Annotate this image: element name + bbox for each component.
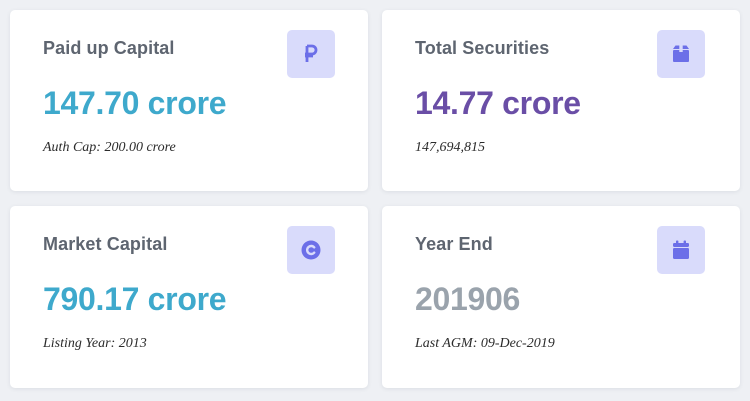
copyright-icon bbox=[287, 226, 335, 274]
card-subtext: Last AGM: 09-Dec-2019 bbox=[415, 336, 555, 351]
card-value: 14.77 crore bbox=[415, 85, 581, 121]
card-value: 790.17 crore bbox=[43, 281, 227, 317]
card-title: Year End bbox=[415, 234, 493, 254]
card-total-securities: Total Securities 14.77 crore 147,694,815 bbox=[382, 10, 740, 191]
ruble-icon bbox=[287, 30, 335, 78]
card-subtext: Auth Cap: 200.00 crore bbox=[43, 140, 176, 155]
card-value: 201906 bbox=[415, 281, 520, 317]
calendar-icon bbox=[657, 226, 705, 274]
card-value: 147.70 crore bbox=[43, 85, 227, 121]
card-title: Market Capital bbox=[43, 234, 168, 254]
card-subtext: 147,694,815 bbox=[415, 140, 485, 155]
card-market-capital: Market Capital 790.17 crore Listing Year… bbox=[10, 206, 368, 388]
card-subtext: Listing Year: 2013 bbox=[43, 336, 147, 351]
card-title: Total Securities bbox=[415, 38, 550, 58]
card-year-end: Year End 201906 Last AGM: 09-Dec-2019 bbox=[382, 206, 740, 388]
card-title: Paid up Capital bbox=[43, 38, 175, 58]
box-icon bbox=[657, 30, 705, 78]
card-paid-up-capital: Paid up Capital 147.70 crore Auth Cap: 2… bbox=[10, 10, 368, 191]
